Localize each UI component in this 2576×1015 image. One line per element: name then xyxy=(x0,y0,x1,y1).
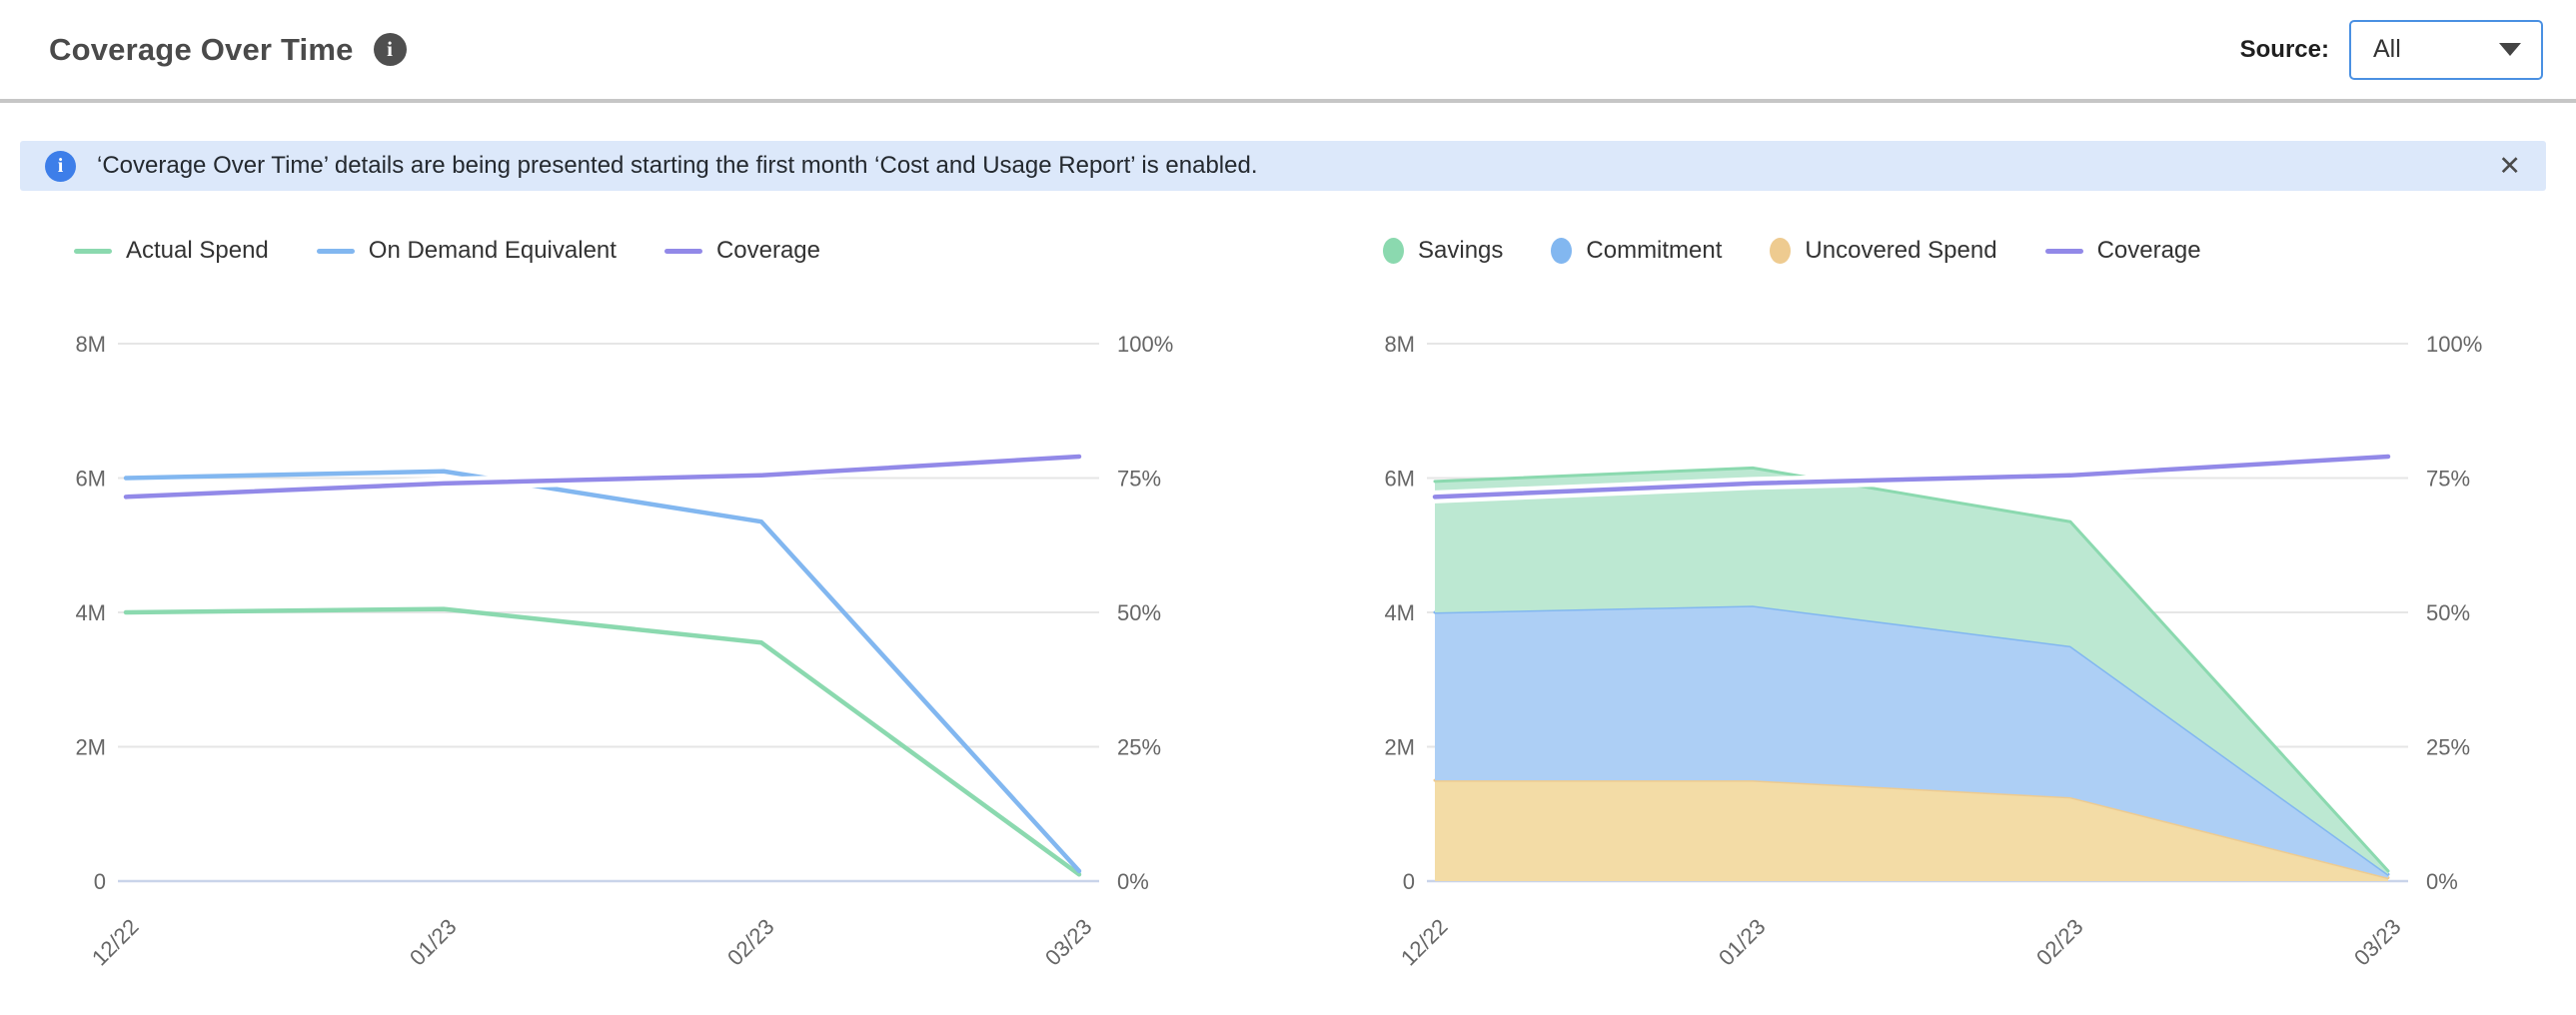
x-axis-label: 02/23 xyxy=(2031,914,2088,971)
uncovered-spend-legend-marker-icon xyxy=(1770,238,1792,264)
y-axis-left-label: 2M xyxy=(1384,735,1415,760)
y-axis-left-label: 4M xyxy=(75,600,106,625)
source-label: Source: xyxy=(2239,35,2329,63)
legend-label: Coverage xyxy=(715,237,820,264)
on-demand-equivalent-legend-marker-icon xyxy=(316,248,355,254)
series-savings-area[interactable] xyxy=(1435,468,2388,875)
legend-label: Actual Spend xyxy=(126,237,269,264)
legend-item-uncovered-spend[interactable]: Uncovered Spend xyxy=(1770,237,1997,265)
page-title: Coverage Over Time xyxy=(49,31,354,67)
legend-item-commitment[interactable]: Commitment xyxy=(1551,237,1722,265)
legend-item-on-demand-equivalent[interactable]: On Demand Equivalent xyxy=(316,237,617,265)
legend: Savings Commitment Uncovered Spend Coverage xyxy=(1339,235,2576,267)
coverage-legend-marker-icon xyxy=(663,248,702,254)
info-icon[interactable]: i xyxy=(373,33,407,66)
y-axis-left-label: 0 xyxy=(1403,869,1415,894)
x-axis-label: 12/22 xyxy=(87,914,144,971)
coverage-stacked-chart: Savings Commitment Uncovered Spend Coverage… xyxy=(1339,235,2576,994)
y-axis-right-label: 25% xyxy=(1117,735,1161,760)
y-axis-left-label: 2M xyxy=(75,735,106,760)
legend-label: Savings xyxy=(1418,237,1504,264)
actual-spend-legend-marker-icon xyxy=(74,248,112,254)
series-actual-spend-line[interactable] xyxy=(123,606,1082,877)
legend-item-savings[interactable]: Savings xyxy=(1383,237,1503,265)
x-axis-label: 02/23 xyxy=(722,914,779,971)
panel-header: Coverage Over Time i Source: All xyxy=(0,0,2576,103)
spend-lines-chart: Actual Spend On Demand Equivalent Coverage… xyxy=(30,235,1269,994)
coverage-stacked-chart-canvas[interactable]: 8M 6M 4M 2M 0 100% 75% 50% 25% 0% 12/22 01/23 02/23 0… xyxy=(1339,295,2576,994)
x-axis-label: 03/23 xyxy=(1040,914,1097,971)
info-banner: i ‘Coverage Over Time’ details are being… xyxy=(20,141,2546,191)
legend-item-actual-spend[interactable]: Actual Spend xyxy=(74,237,269,265)
spend-lines-chart-canvas[interactable]: 8M 6M 4M 2M 0 100% 75% 50% 25% 0% 12/22 01/23 02/23 0… xyxy=(30,295,1269,994)
legend-label: Uncovered Spend xyxy=(1805,237,1997,264)
series-coverage-line[interactable] xyxy=(1432,454,2391,500)
banner-text: ‘Coverage Over Time’ details are being p… xyxy=(97,152,1258,179)
close-icon[interactable]: ✕ xyxy=(2498,150,2521,181)
title-wrap: Coverage Over Time i xyxy=(49,32,407,68)
y-axis-right-label: 75% xyxy=(1117,467,1161,492)
x-axis-label: 01/23 xyxy=(405,914,462,971)
y-axis-right-label: 100% xyxy=(1117,332,1173,357)
chevron-down-icon xyxy=(2499,43,2521,56)
series-on-demand-equivalent-line[interactable] xyxy=(123,469,1082,874)
series-uncovered-spend-area[interactable] xyxy=(1435,780,2388,881)
source-filter: Source: All xyxy=(2239,19,2543,80)
legend: Actual Spend On Demand Equivalent Coverage xyxy=(30,235,1269,267)
y-axis-right-label: 50% xyxy=(1117,600,1161,625)
y-axis-right-label: 0% xyxy=(1117,869,1149,894)
info-icon: i xyxy=(45,150,76,182)
x-axis-label: 12/22 xyxy=(1396,914,1453,971)
y-axis-left-label: 4M xyxy=(1384,600,1415,625)
legend-item-coverage[interactable]: Coverage xyxy=(663,237,820,265)
x-axis-label: 03/23 xyxy=(2349,914,2406,971)
series-coverage-line[interactable] xyxy=(123,454,1082,500)
legend-label: Commitment xyxy=(1586,237,1723,264)
y-axis-left-label: 8M xyxy=(1384,332,1415,357)
charts-row: Actual Spend On Demand Equivalent Coverage… xyxy=(0,235,2576,994)
commitment-legend-marker-icon xyxy=(1551,238,1573,264)
series-commitment-area[interactable] xyxy=(1435,605,2388,878)
coverage-legend-marker-icon xyxy=(2044,248,2083,254)
source-dropdown[interactable]: All xyxy=(2349,19,2543,80)
legend-label: On Demand Equivalent xyxy=(368,237,617,264)
savings-legend-marker-icon xyxy=(1383,238,1404,264)
legend-item-coverage[interactable]: Coverage xyxy=(2044,237,2201,265)
y-axis-left-label: 8M xyxy=(75,332,106,357)
source-dropdown-value: All xyxy=(2373,35,2401,63)
legend-label: Coverage xyxy=(2096,237,2201,264)
series-savings-edge xyxy=(1433,466,2390,873)
y-axis-right-label: 50% xyxy=(2426,600,2470,625)
y-axis-right-label: 25% xyxy=(2426,735,2470,760)
x-axis-label: 01/23 xyxy=(1714,914,1771,971)
y-axis-left-label: 6M xyxy=(1384,467,1415,492)
y-axis-left-label: 0 xyxy=(94,869,106,894)
y-axis-right-label: 75% xyxy=(2426,467,2470,492)
y-axis-right-label: 0% xyxy=(2426,869,2458,894)
y-axis-right-label: 100% xyxy=(2426,332,2482,357)
y-axis-left-label: 6M xyxy=(75,467,106,492)
coverage-over-time-panel: Coverage Over Time i Source: All i ‘Cove… xyxy=(0,0,2576,994)
